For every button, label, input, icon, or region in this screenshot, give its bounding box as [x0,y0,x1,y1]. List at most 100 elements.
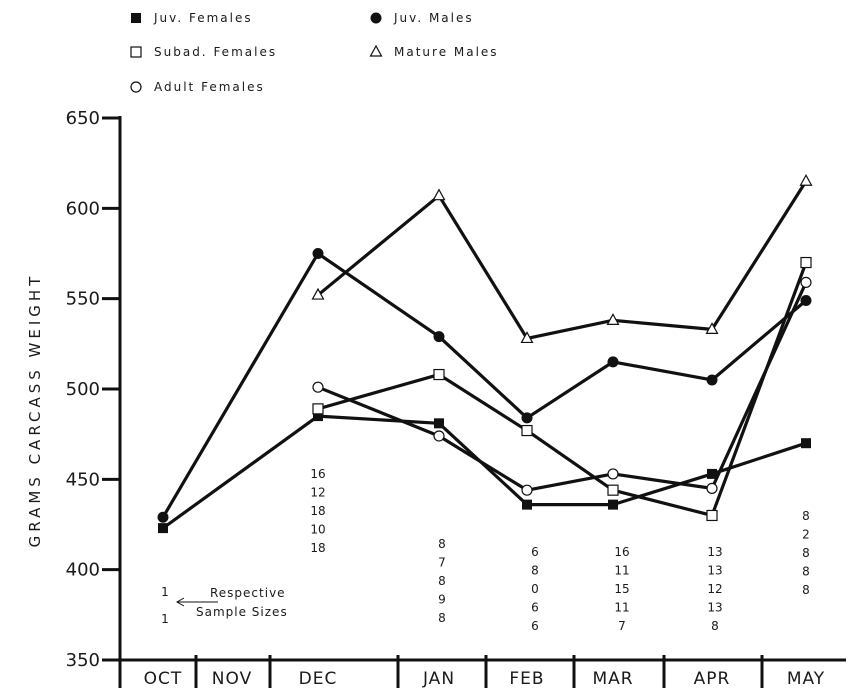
open-circle-marker [521,484,533,496]
open-circle-marker [312,381,324,393]
open-triangle-marker [311,287,325,300]
filled-circle-marker [433,331,445,343]
open-triangle-marker [606,313,620,325]
filled-square-marker [313,411,323,422]
open-square-marker [521,424,533,437]
open-square-marker [312,403,324,415]
y-tick-label: 400 [66,560,100,581]
open-circle-marker [706,482,718,494]
sample-size-value: 0 [531,582,539,596]
open-circle-marker [607,468,619,480]
y-tick-label: 550 [66,289,100,310]
legend-label: Juv. Females [153,11,253,25]
sample-size-value: 13 [707,601,722,615]
series-line [316,180,808,341]
series-subad-females [312,256,812,522]
x-tick-label: FEB [509,669,544,689]
sample-size-value: 1 [161,585,169,599]
legend-item: Subad. Females [130,45,277,59]
x-tick-label: MAY [787,669,825,689]
sample-size-value: 8 [531,564,539,578]
sample-size-value: 7 [438,556,446,570]
sample-size-value: 8 [438,611,446,625]
sample-size-value: 18 [310,504,325,518]
open-circle-marker [800,276,812,289]
open-triangle-marker [432,188,446,201]
x-tick-label: DEC [299,669,338,689]
legend-label: Juv. Males [393,11,474,25]
y-tick-label: 500 [66,379,100,400]
series-mature-males [311,173,813,344]
sample-size-value: 13 [707,545,722,559]
open-square-marker [130,46,142,58]
sample-sizes-feb: 6 8 0 6 6 [531,545,539,633]
x-tick-label: NOV [212,669,252,689]
open-square-marker [800,256,812,269]
open-triangle-marker [799,173,813,186]
sample-size-value: 16 [614,545,629,559]
filled-circle-marker [800,294,812,306]
open-circle-marker [433,430,445,442]
x-tick-label: APR [694,669,731,689]
sample-size-value: 2 [802,528,810,542]
filled-circle-marker [312,248,324,259]
filled-square-marker [801,438,811,449]
sample-size-value: 8 [802,583,810,597]
sample-size-value: 8 [802,565,810,579]
series-juv-females [158,411,811,534]
sample-size-value: 16 [310,467,325,481]
open-triangle-marker [369,44,383,57]
legend-item: Adult Females [130,80,265,94]
series-line [317,261,808,518]
sample-size-value: 6 [531,601,539,615]
sample-size-value: 8 [802,546,810,560]
filled-square-marker [158,523,168,534]
filled-circle-marker [521,412,533,424]
filled-circle-marker [370,12,382,24]
legend-item: Mature Males [369,44,499,59]
sample-size-value: 8 [802,509,810,523]
series-adult-females [312,276,812,496]
sample-size-value: 8 [438,574,446,588]
legend-item: Juv. Females [131,11,253,25]
annotation-arrow-head [175,597,185,607]
legend-label: Subad. Females [154,45,277,59]
open-circle-marker [130,81,142,93]
filled-circle-marker [157,511,169,523]
x-tick-label: MAR [592,669,633,689]
open-square-marker [706,509,718,522]
sample-size-value: 8 [711,619,719,633]
y-tick-label: 650 [66,108,100,129]
y-tick-label: 350 [66,650,100,671]
x-tick-label: OCT [144,669,183,689]
sample-size-value: 18 [310,541,325,555]
y-tick-label: 450 [66,469,100,490]
annotation-text: Sample Sizes [196,605,288,619]
sample-size-value: 15 [614,582,629,596]
open-triangle-marker [705,322,719,334]
sample-size-value: 11 [614,601,629,615]
y-tick-label: 600 [66,198,100,219]
open-square-marker [433,368,445,381]
open-square-marker [607,484,619,496]
sample-size-value: 6 [531,545,539,559]
sample-sizes-apr: 13 13 12 13 8 [707,545,722,633]
sample-size-value: 13 [707,564,722,578]
x-tick-label: JAN [422,669,455,689]
annotation-text: Respective [210,586,286,600]
filled-square-marker [707,468,717,479]
sample-size-value: 11 [614,564,629,578]
sample-size-value: 9 [438,593,446,607]
series-juv-males [157,248,812,523]
sample-sizes-oct: 11 [161,585,169,626]
filled-circle-marker [607,356,619,368]
sample-size-value: 8 [438,537,446,551]
open-triangle-marker [520,331,534,344]
sample-sizes-may: 8 2 8 8 8 [802,509,810,597]
sample-size-value: 12 [310,486,325,500]
filled-square-marker [522,499,532,510]
sample-size-value: 1 [161,612,169,626]
legend-label: Adult Females [154,80,265,94]
legend-label: Mature Males [394,45,499,59]
